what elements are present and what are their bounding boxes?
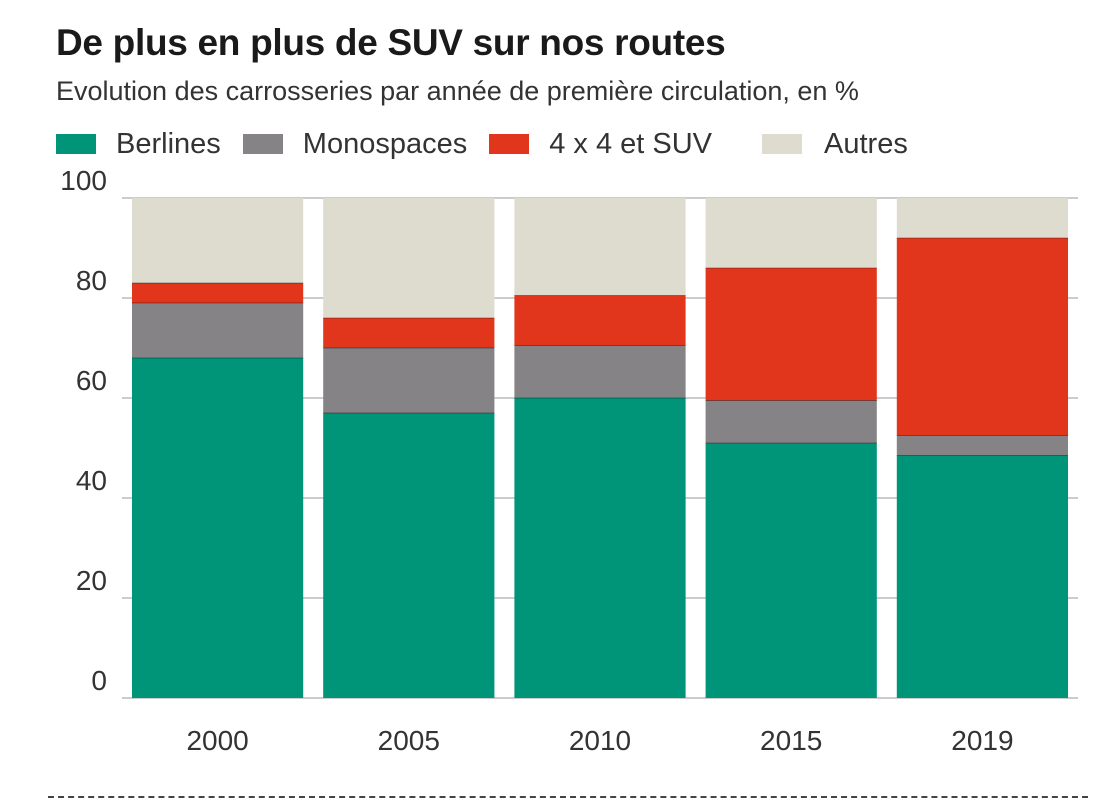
x-tick-label-2010: 2010: [569, 725, 631, 756]
legend-label-autres: Autres: [824, 127, 908, 160]
bar-monospaces-2005: [323, 348, 495, 413]
bar-4-x-4-et-suv-2010: [514, 295, 686, 346]
y-tick-label-0: 0: [91, 665, 107, 696]
bar-4-x-4-et-suv-2015: [705, 268, 877, 401]
legend-swatch-monospaces: [242, 134, 283, 154]
bar-4-x-4-et-suv-2000: [132, 283, 304, 303]
legend-label-berlines: Berlines: [116, 127, 221, 160]
bar-berlines-2010: [514, 398, 686, 698]
y-tick-label-20: 20: [76, 565, 107, 596]
bar-monospaces-2000: [132, 303, 304, 358]
bar-monospaces-2015: [705, 400, 877, 443]
bar-autres-2019: [896, 198, 1068, 238]
bar-autres-2010: [514, 198, 686, 296]
bar-berlines-2019: [896, 455, 1068, 698]
legend-swatch-autres: [762, 134, 803, 154]
bar-4-x-4-et-suv-2005: [323, 318, 495, 348]
legend-label-suv: 4 x 4 et SUV: [549, 127, 713, 160]
legend-item-berlines: Berlines: [56, 128, 221, 161]
bottom-divider: [48, 796, 1088, 798]
bar-autres-2000: [132, 198, 304, 283]
legend: Berlines Monospaces 4 x 4 et SUV Autres: [56, 124, 908, 164]
legend-item-autres: Autres: [762, 128, 908, 161]
legend-swatch-berlines: [56, 134, 96, 154]
bar-berlines-2000: [132, 358, 304, 698]
y-axis-ticks: 0 20 40 60 80 100: [60, 165, 107, 696]
x-axis-ticks: 2000 2005 2010 2015 2019: [186, 725, 1013, 756]
bar-berlines-2005: [323, 413, 495, 698]
x-tick-label-2019: 2019: [951, 725, 1013, 756]
legend-label-monospaces: Monospaces: [302, 127, 468, 160]
legend-item-suv: 4 x 4 et SUV: [489, 128, 712, 161]
bar-4-x-4-et-suv-2019: [896, 238, 1068, 436]
legend-item-monospaces: Monospaces: [242, 127, 468, 161]
x-tick-label-2005: 2005: [378, 725, 440, 756]
y-tick-label-60: 60: [76, 365, 107, 396]
y-tick-label-100: 100: [60, 165, 107, 196]
x-tick-label-2015: 2015: [760, 725, 822, 756]
x-tick-label-2000: 2000: [186, 725, 248, 756]
y-tick-label-40: 40: [76, 465, 107, 496]
bars: [132, 198, 1068, 698]
chart-subtitle: Evolution des carrosseries par année de …: [56, 76, 859, 106]
bar-autres-2005: [323, 198, 495, 318]
legend-swatch-suv: [489, 134, 530, 154]
bar-monospaces-2019: [896, 435, 1068, 456]
y-tick-label-80: 80: [76, 265, 107, 296]
bar-berlines-2015: [705, 443, 877, 698]
bar-autres-2015: [705, 198, 877, 268]
chart-title: De plus en plus de SUV sur nos routes: [56, 22, 726, 63]
bar-monospaces-2010: [514, 345, 686, 398]
